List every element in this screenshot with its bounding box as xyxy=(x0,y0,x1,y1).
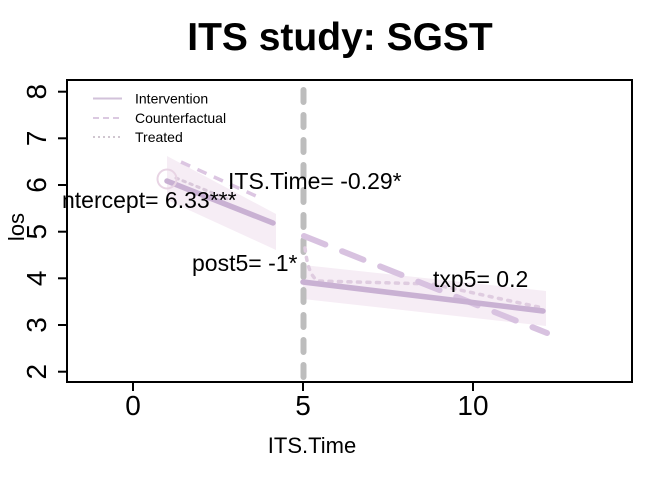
y-tick-label-8: 8 xyxy=(21,84,52,100)
treated-line-post xyxy=(303,246,545,310)
y-tick-label-6: 6 xyxy=(21,177,52,193)
counterfactual-line-pre xyxy=(180,160,257,198)
y-axis-title: los xyxy=(4,213,29,241)
legend-label-treated: Treated xyxy=(135,129,183,145)
counterfactual-line-post xyxy=(301,233,550,336)
y-tick-label-2: 2 xyxy=(21,364,52,380)
intervention-line-post xyxy=(300,279,546,314)
legend-label-intervention: Intervention xyxy=(135,91,208,107)
annotation-its-time: ITS.Time= -0.29* xyxy=(228,168,402,194)
legend: Intervention Counterfactual Treated xyxy=(93,91,226,145)
legend-item-treated: Treated xyxy=(93,129,183,145)
y-tick-label-3: 3 xyxy=(21,317,52,333)
treated-line-pre xyxy=(174,176,232,202)
plot-title: ITS study: SGST xyxy=(187,16,493,59)
intervention-line-pre xyxy=(164,178,276,226)
x-axis-title: ITS.Time xyxy=(268,433,356,458)
annotation-post5: post5= -1* xyxy=(192,250,298,276)
y-tick-label-5: 5 xyxy=(21,224,52,240)
x-tick-label-10: 10 xyxy=(457,390,488,421)
y-tick-label-7: 7 xyxy=(21,131,52,147)
annotation-txp5: txp5= 0.2 xyxy=(433,266,528,292)
legend-label-counterfactual: Counterfactual xyxy=(135,110,226,126)
x-tick-label-0: 0 xyxy=(125,390,141,421)
legend-item-counterfactual: Counterfactual xyxy=(93,110,226,126)
x-tick-label-5: 5 xyxy=(295,390,311,421)
y-tick-label-4: 4 xyxy=(21,271,52,287)
annotation-intercept: ntercept= 6.33*** xyxy=(62,187,237,213)
legend-item-intervention: Intervention xyxy=(93,91,208,107)
intervention-start-marker xyxy=(156,168,178,190)
